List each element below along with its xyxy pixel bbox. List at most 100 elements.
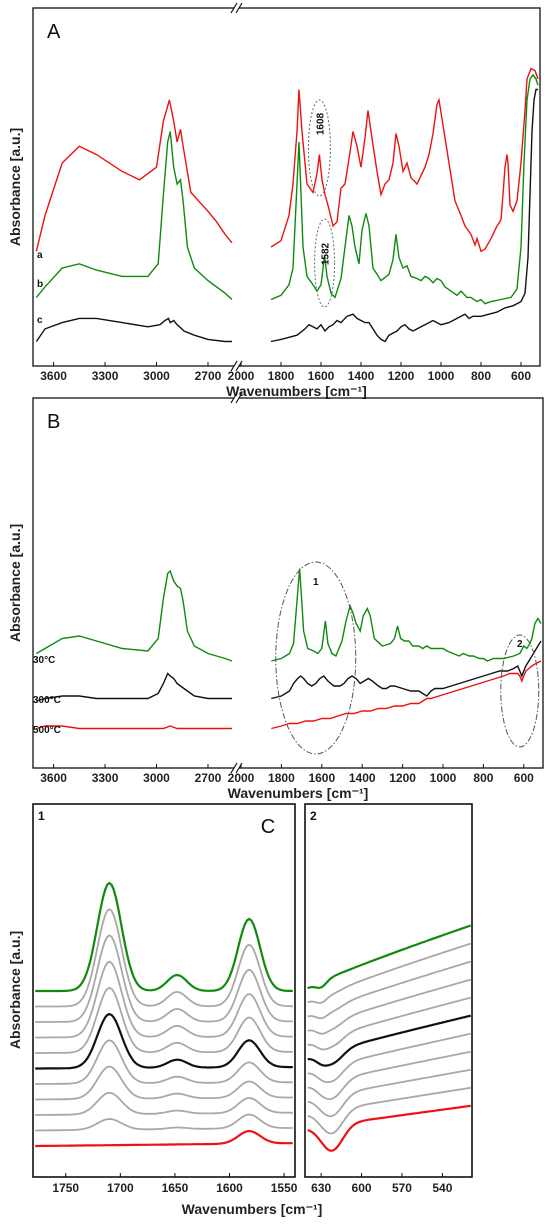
x-tick-label: 1400 <box>349 771 376 785</box>
x-tick-label: 1600 <box>216 1181 243 1195</box>
axis-break-mark <box>230 2 238 14</box>
x-tick-label: 1200 <box>389 771 416 785</box>
region-ellipse <box>275 561 357 755</box>
zoom-curve <box>307 996 471 1051</box>
frame-gap-bottom <box>234 364 239 368</box>
zoom-curve <box>35 1113 293 1132</box>
series-line-left <box>35 99 233 252</box>
frame-gap-top <box>234 396 239 400</box>
zoom-curve <box>307 960 471 1020</box>
frame-gap-top <box>234 6 239 10</box>
zoom-curve <box>35 881 293 993</box>
x-tick-label: 1400 <box>348 369 375 383</box>
x-tick-label: 1200 <box>388 369 415 383</box>
plot-frame <box>32 7 541 367</box>
subpanel-frame <box>32 803 296 1178</box>
region-label: 2 <box>517 639 523 650</box>
series-label: 30°C <box>33 655 55 666</box>
series-label: 500°C <box>33 725 61 736</box>
axis-break-mark <box>230 392 238 404</box>
x-tick-label: 3600 <box>40 771 67 785</box>
x-tick-label: 3300 <box>92 369 119 383</box>
series-line-right <box>271 640 542 700</box>
series-line-right <box>270 88 538 343</box>
zoom-curve <box>35 1012 293 1070</box>
x-tick-label: 1800 <box>268 771 295 785</box>
axis-break-mark <box>235 392 243 404</box>
region-ellipse <box>500 634 540 748</box>
panel-b: 3600 3300 3000 2700 2000 1800 1600 1400 1200 1000… <box>7 392 544 801</box>
x-tick-label: 3300 <box>92 771 119 785</box>
series-line-right <box>271 660 542 730</box>
series-label: c <box>37 315 43 326</box>
axis-break-mark <box>230 360 238 372</box>
panel-letter: A <box>47 21 61 43</box>
y-axis-title: Absorbance [a.u.] <box>7 524 23 642</box>
y-axis-title: Absorbance [a.u.] <box>7 128 23 246</box>
x-tick-label: 1750 <box>52 1181 79 1195</box>
zoom-curve <box>307 1014 471 1067</box>
series-label: a <box>37 250 43 261</box>
x-tick-label: 2700 <box>195 771 222 785</box>
panel-c: 1 2 C Absorbance [a.u.] Wavenumbers [cm⁻¹] 17… <box>7 803 473 1217</box>
x-tick-label: 630 <box>311 1181 331 1195</box>
plot-frame <box>32 397 544 769</box>
y-axis-title: Absorbance [a.u.] <box>7 931 23 1049</box>
zoom-curve <box>35 908 293 1008</box>
series-line-left <box>36 725 232 730</box>
series-label: 300°C <box>33 695 61 706</box>
series-line-left <box>36 569 233 662</box>
axis-break-mark <box>230 762 238 774</box>
series-line-left <box>36 672 232 702</box>
subpanel-label: 2 <box>310 809 317 823</box>
frame-gap-bottom <box>234 766 239 770</box>
zoom-curve <box>35 1129 293 1148</box>
x-axis-title: Wavenumbers [cm⁻¹] <box>228 785 369 801</box>
peak-annotation: 1582 <box>321 242 332 265</box>
x-tick-label: 1700 <box>107 1181 134 1195</box>
zoom-curve <box>35 960 293 1039</box>
zoom-curve <box>307 924 472 990</box>
series-line-left <box>35 317 232 343</box>
zoom-curve <box>35 934 293 1023</box>
x-tick-label: 1550 <box>271 1181 298 1195</box>
x-tick-label: 2700 <box>195 369 222 383</box>
x-tick-label: 2000 <box>228 771 255 785</box>
zoom-curve <box>307 1086 471 1135</box>
region-label: 1 <box>313 577 319 588</box>
x-tick-label: 600 <box>514 771 534 785</box>
zoom-curve <box>307 978 471 1035</box>
series-line-right <box>271 568 542 662</box>
x-tick-label: 540 <box>432 1181 452 1195</box>
x-tick-label: 1650 <box>162 1181 189 1195</box>
zoom-curve <box>35 1091 293 1116</box>
x-tick-label: 3000 <box>143 369 170 383</box>
x-tick-label: 600 <box>511 369 531 383</box>
peak-annotation: 1608 <box>315 112 326 135</box>
series-line-right <box>270 67 539 253</box>
zoom-curve <box>307 1050 471 1100</box>
zoom-curve <box>307 1032 471 1084</box>
x-tick-label: 1000 <box>428 369 455 383</box>
x-tick-label: 1600 <box>308 771 335 785</box>
x-tick-label: 1600 <box>308 369 335 383</box>
panel-a: 3600 3300 3000 2700 2000 1800 1600 1400 1200 1000… <box>7 2 541 399</box>
panel-letter: C <box>261 816 275 838</box>
zoom-curve <box>35 986 293 1054</box>
zoom-curve <box>35 1039 293 1085</box>
subpanel-frame <box>304 803 473 1178</box>
zoom-curve <box>307 942 471 1004</box>
highlight-ellipse <box>314 218 336 308</box>
x-tick-label: 800 <box>471 369 491 383</box>
series-label: b <box>37 279 43 290</box>
zoom-curve <box>307 1104 471 1152</box>
x-axis-title: Wavenumbers [cm⁻¹] <box>226 383 367 399</box>
x-tick-label: 2000 <box>228 369 255 383</box>
highlight-ellipse <box>307 99 331 197</box>
x-axis-title: Wavenumbers [cm⁻¹] <box>182 1201 323 1217</box>
x-tick-label: 1000 <box>430 771 457 785</box>
subpanel-label: 1 <box>38 809 45 823</box>
x-tick-label: 3600 <box>40 369 67 383</box>
panel-letter: B <box>47 411 60 433</box>
x-tick-label: 1800 <box>268 369 295 383</box>
